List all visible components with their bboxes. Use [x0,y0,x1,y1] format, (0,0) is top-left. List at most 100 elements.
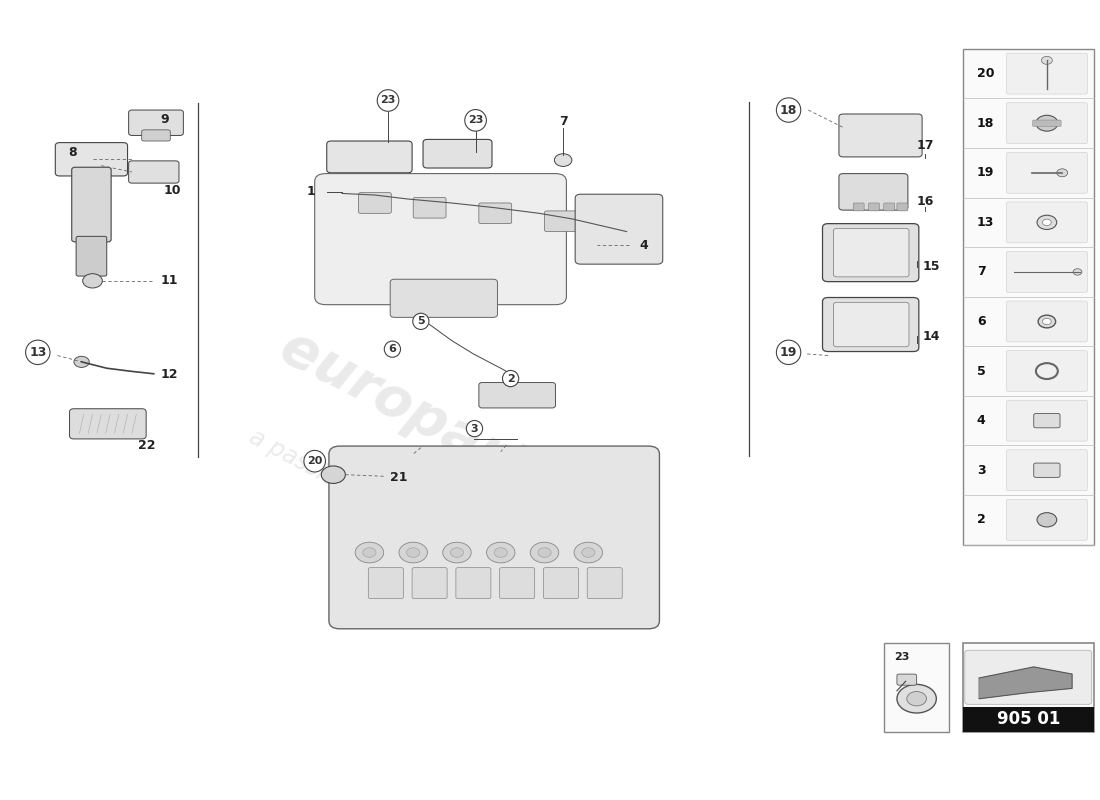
FancyBboxPatch shape [412,568,447,598]
Text: 12: 12 [161,368,178,381]
FancyBboxPatch shape [478,382,556,408]
FancyBboxPatch shape [1006,350,1088,391]
FancyBboxPatch shape [544,211,578,231]
Text: 21: 21 [390,470,408,483]
FancyBboxPatch shape [834,302,909,346]
Text: 20: 20 [977,67,994,80]
FancyBboxPatch shape [390,279,497,318]
FancyBboxPatch shape [327,141,412,173]
Text: 13: 13 [977,216,994,229]
FancyBboxPatch shape [962,706,1093,732]
Text: 6: 6 [977,315,986,328]
Circle shape [538,548,551,558]
FancyBboxPatch shape [587,568,623,598]
FancyBboxPatch shape [129,161,179,183]
FancyBboxPatch shape [1006,152,1088,194]
Polygon shape [979,667,1072,698]
FancyBboxPatch shape [1033,120,1062,126]
FancyBboxPatch shape [55,142,128,176]
FancyBboxPatch shape [1006,301,1088,342]
FancyBboxPatch shape [359,193,392,214]
Circle shape [582,548,595,558]
Circle shape [1043,318,1052,325]
Text: 23: 23 [893,653,909,662]
Text: 3: 3 [471,423,478,434]
Circle shape [494,548,507,558]
Circle shape [74,356,89,367]
Circle shape [399,542,428,563]
Text: 6: 6 [388,344,396,354]
FancyBboxPatch shape [965,650,1091,704]
Text: 20: 20 [307,456,322,466]
FancyBboxPatch shape [543,568,579,598]
Text: 5: 5 [977,365,986,378]
FancyBboxPatch shape [478,203,512,224]
Text: 4: 4 [640,238,649,251]
FancyBboxPatch shape [499,568,535,598]
Text: 22: 22 [139,438,156,452]
FancyBboxPatch shape [834,229,909,277]
Text: 19: 19 [977,166,994,179]
FancyBboxPatch shape [129,110,184,135]
FancyBboxPatch shape [1034,414,1060,428]
Text: 2: 2 [507,374,515,383]
FancyBboxPatch shape [575,194,662,264]
Circle shape [906,691,926,706]
Circle shape [574,542,603,563]
Text: 2: 2 [977,514,986,526]
FancyBboxPatch shape [1006,202,1088,242]
Circle shape [554,154,572,166]
Circle shape [407,548,420,558]
Text: 4: 4 [977,414,986,427]
FancyBboxPatch shape [72,167,111,242]
Text: 15: 15 [922,260,939,273]
Text: 5: 5 [417,316,425,326]
Text: 18: 18 [977,117,994,130]
FancyBboxPatch shape [869,203,879,211]
FancyBboxPatch shape [1006,450,1088,490]
Text: 19: 19 [780,346,798,359]
Text: europarts: europarts [271,320,566,512]
FancyBboxPatch shape [1006,102,1088,144]
FancyBboxPatch shape [1006,499,1088,540]
Text: 17: 17 [916,139,934,152]
FancyBboxPatch shape [69,409,146,439]
Text: 3: 3 [977,464,986,477]
FancyBboxPatch shape [823,224,918,282]
Circle shape [355,542,384,563]
Text: 7: 7 [559,115,568,129]
Text: 16: 16 [916,195,934,208]
Circle shape [1074,269,1082,275]
FancyBboxPatch shape [424,139,492,168]
FancyBboxPatch shape [883,203,894,211]
Circle shape [321,466,345,483]
Text: 1: 1 [307,186,316,198]
Circle shape [1042,56,1053,64]
Text: 18: 18 [780,103,798,117]
FancyBboxPatch shape [823,298,918,351]
Circle shape [1037,215,1057,230]
Text: 23: 23 [381,95,396,106]
FancyBboxPatch shape [962,643,1093,732]
Text: 11: 11 [161,274,178,287]
Circle shape [1037,513,1057,527]
FancyBboxPatch shape [896,674,916,686]
FancyBboxPatch shape [1006,400,1088,441]
FancyBboxPatch shape [962,49,1093,545]
Circle shape [530,542,559,563]
FancyBboxPatch shape [839,114,922,157]
Text: 8: 8 [68,146,77,158]
Text: 10: 10 [164,184,182,197]
FancyBboxPatch shape [455,568,491,598]
Text: 905 01: 905 01 [997,710,1060,728]
Circle shape [442,542,471,563]
FancyBboxPatch shape [329,446,659,629]
Text: 14: 14 [922,330,939,343]
Circle shape [82,274,102,288]
Circle shape [363,548,376,558]
FancyBboxPatch shape [368,568,404,598]
FancyBboxPatch shape [142,130,170,141]
Circle shape [1038,315,1056,328]
Circle shape [1057,169,1068,177]
FancyBboxPatch shape [839,174,908,210]
